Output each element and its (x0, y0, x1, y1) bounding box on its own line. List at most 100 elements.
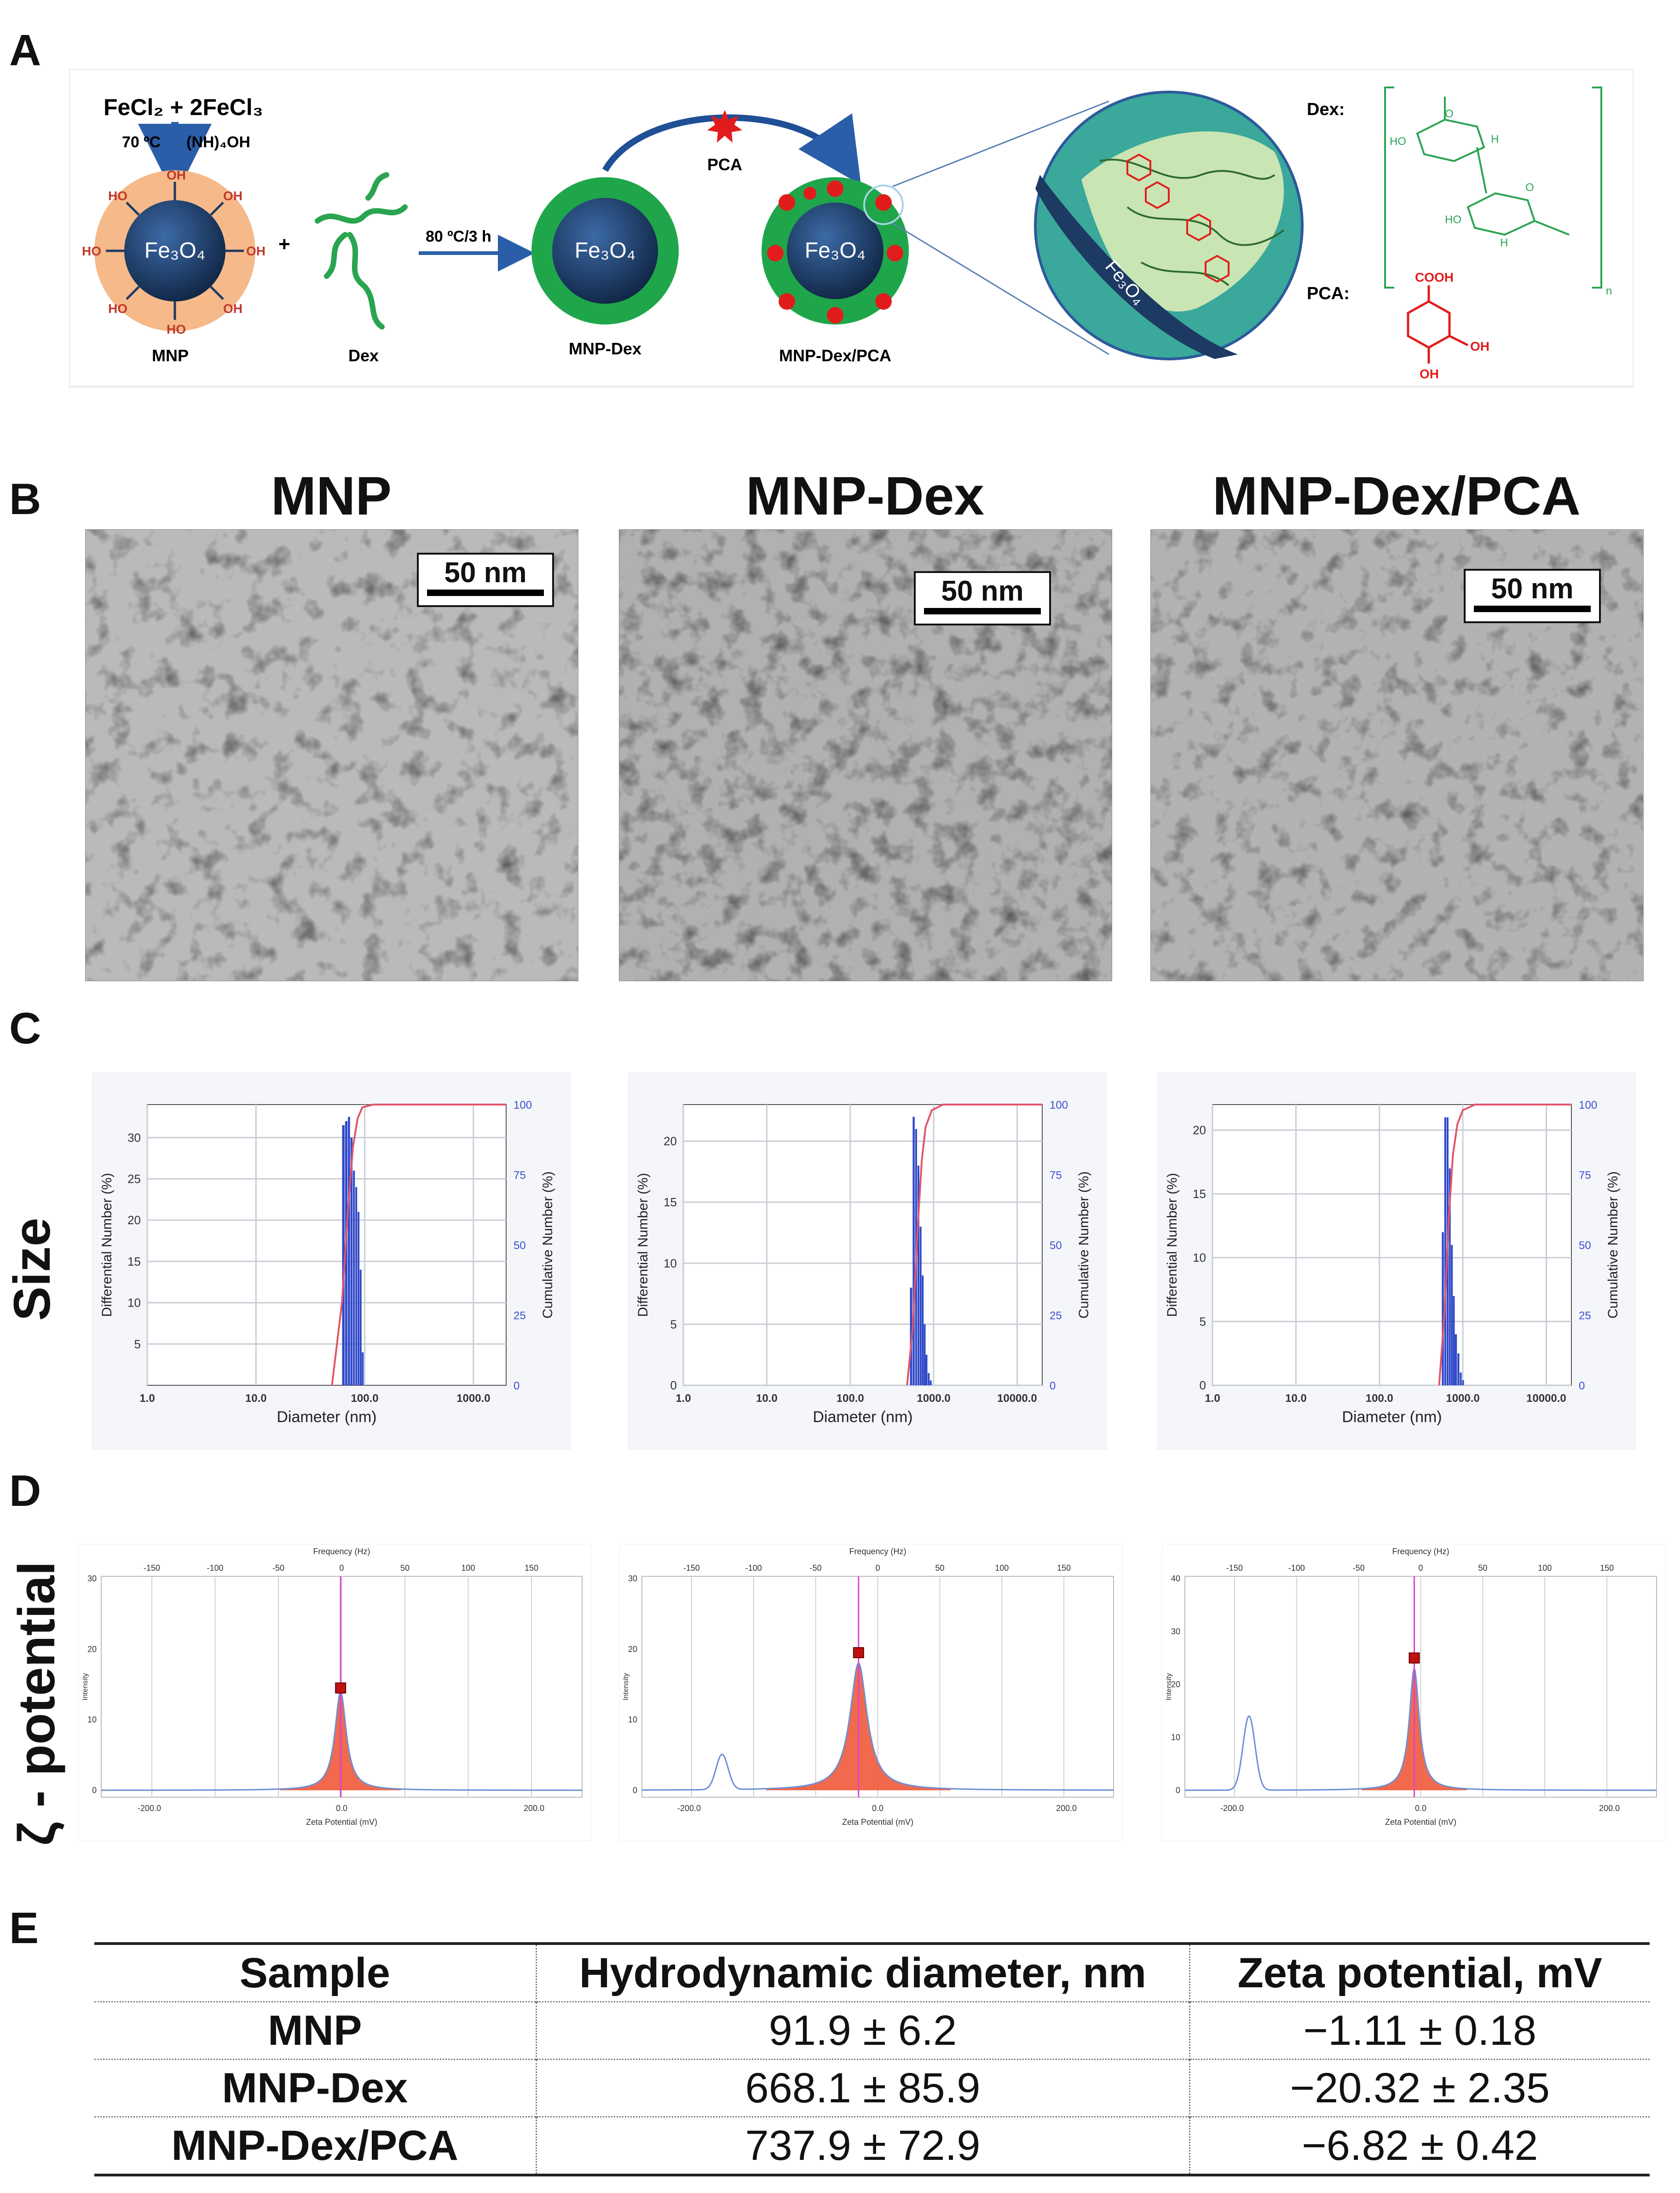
y-tick-label: 20 (628, 1644, 637, 1654)
size-bar (922, 1275, 924, 1385)
tem-image-mnp: 50 nm (85, 529, 578, 981)
y2-tick-label: 50 (1050, 1239, 1062, 1252)
y-tick-label: 20 (87, 1644, 97, 1654)
mnp-core (124, 200, 225, 301)
table-header-row: Sample Hydrodynamic diameter, nm Zeta po… (94, 1944, 1650, 2002)
cell-sample: MNP-Dex/PCA (94, 2116, 536, 2175)
results-table: Sample Hydrodynamic diameter, nm Zeta po… (94, 1942, 1650, 2176)
y-tick-label: 15 (127, 1255, 141, 1268)
zeta-trace-line (101, 1690, 583, 1791)
y-tick-label: 30 (127, 1131, 141, 1145)
dextran-strands (315, 172, 408, 330)
y-tick-label: 25 (127, 1172, 141, 1186)
zeta-side-label: ζ - potential (8, 1561, 65, 1846)
y-tick-label: 0 (633, 1786, 637, 1795)
cell-diameter: 91.9 ± 6.2 (535, 2001, 1189, 2060)
y-tick-label: 10 (628, 1715, 637, 1724)
y-tick-label: 15 (664, 1195, 677, 1209)
cell-diameter: 668.1 ± 85.9 (535, 2059, 1189, 2117)
size-bar (1451, 1245, 1453, 1385)
y2-tick-label: 100 (1050, 1099, 1068, 1111)
tem-title-mnp: MNP (271, 466, 392, 527)
pca-structure-label: PCA: (1307, 284, 1350, 303)
x-tick-label: -200.0 (138, 1804, 161, 1813)
atom-label: HO (1390, 135, 1406, 148)
size-bar (929, 1380, 932, 1385)
y2-axis-label: Cumulative Number (%) (1076, 1171, 1091, 1319)
top-tick-label: -100 (1288, 1563, 1305, 1573)
peak-marker (1409, 1652, 1420, 1664)
scale-bar: 50 nm (914, 571, 1051, 625)
hydroxyl-label: HO (82, 244, 101, 258)
pca-drug-icon (707, 110, 742, 143)
y-tick-label: 15 (1193, 1187, 1206, 1201)
top-tick-label: 0 (875, 1563, 880, 1573)
y-tick-label: 20 (1171, 1680, 1180, 1689)
reaction-condition: 80 ºC/3 h (426, 228, 491, 245)
y-tick-label: 10 (664, 1256, 677, 1270)
x-tick-label: 1.0 (1205, 1392, 1220, 1405)
y-tick-label: 5 (670, 1317, 677, 1331)
size-bar (924, 1324, 926, 1385)
y2-tick-label: 25 (514, 1310, 526, 1322)
scale-bar: 50 nm (417, 553, 554, 607)
mnp-dex-label: MNP-Dex (569, 339, 641, 358)
dex-label: Dex (348, 346, 379, 365)
y-tick-label: 0 (92, 1786, 97, 1795)
table-row: MNP-Dex/PCA 737.9 ± 72.9 −6.82 ± 0.42 (94, 2116, 1650, 2175)
cumulative-line (1438, 1104, 1571, 1386)
dls-chart-mnp-dex-pca: 0 5 10 15 20 1.0 10.0 100.0 1000.0 10000.0 0 25 50 75… (1157, 1072, 1636, 1450)
x-tick-label: -200.0 (1220, 1804, 1244, 1813)
dls-chart-mnp: 5 10 15 20 25 30 1.0 10.0 100.0 1000.0 0 25 50 75 100 D… (92, 1072, 571, 1450)
size-bar (358, 1212, 360, 1385)
y-tick-label: 0 (670, 1378, 677, 1392)
top-tick-label: 100 (1538, 1563, 1552, 1573)
x-tick-label: 100.0 (351, 1392, 379, 1405)
y2-tick-label: 75 (1579, 1169, 1591, 1182)
y-tick-label: 20 (1193, 1123, 1206, 1137)
cell-zeta: −1.11 ± 0.18 (1189, 2001, 1650, 2060)
table-row: MNP-Dex 668.1 ± 85.9 −20.32 ± 2.35 (94, 2059, 1650, 2117)
mnp-dex-core-label: Fe₃O₄ (575, 238, 636, 263)
zeta-chart-mnp: Frequency (Hz) -150 -100 -50 0 50 100 150 0 10 20 3… (78, 1544, 591, 1841)
x-axis-label: Zeta Potential (mV) (1385, 1817, 1456, 1827)
top-tick-label: -150 (144, 1563, 160, 1573)
scale-bar: 50 nm (1464, 569, 1601, 623)
mnp-dex-pca-core-label: Fe₃O₄ (805, 238, 866, 263)
tem-image-mnp-dex-pca: 50 nm (1150, 529, 1644, 981)
tem-title-mnp-dex: MNP-Dex (746, 466, 984, 527)
plot-area (683, 1104, 1043, 1386)
panel-label-e: E (9, 1904, 39, 1953)
x-tick-label: 100.0 (837, 1392, 864, 1405)
y-tick-label: 5 (134, 1337, 141, 1351)
x-axis-label: Diameter (nm) (277, 1408, 376, 1426)
scale-bar-label: 50 nm (941, 575, 1024, 607)
top-axis-label: Frequency (Hz) (313, 1547, 370, 1556)
y2-tick-label: 75 (1050, 1169, 1062, 1182)
x-tick-label: -200.0 (677, 1804, 701, 1813)
top-tick-label: 0 (1418, 1563, 1423, 1573)
size-bar (917, 1165, 919, 1385)
pca-label: PCA (707, 155, 742, 174)
x-tick-label: 1000.0 (917, 1392, 950, 1405)
top-tick-label: -50 (810, 1563, 822, 1573)
reagents-label: FeCl₂ + 2FeCl₃ (104, 94, 263, 120)
x-tick-label: 100.0 (1366, 1392, 1393, 1405)
size-bar (345, 1121, 347, 1385)
atom-label: O (1445, 108, 1454, 120)
y2-tick-label: 25 (1050, 1310, 1062, 1322)
top-tick-label: 150 (1057, 1563, 1071, 1573)
plot-area (147, 1104, 507, 1386)
x-tick-label: 0.0 (1415, 1804, 1426, 1813)
y-axis-label: Intensity (622, 1673, 630, 1701)
y2-tick-label: 100 (514, 1099, 532, 1111)
size-bar (928, 1373, 930, 1385)
y2-tick-label: 50 (1579, 1239, 1591, 1252)
y2-axis-label: Cumulative Number (%) (540, 1171, 555, 1319)
atom-label: H (1491, 133, 1499, 145)
top-tick-label: -150 (683, 1563, 700, 1573)
base-label: (NH)₄OH (186, 133, 250, 151)
size-bar (359, 1269, 362, 1385)
x-tick-label: 10.0 (1285, 1392, 1307, 1405)
size-bar (362, 1352, 364, 1385)
